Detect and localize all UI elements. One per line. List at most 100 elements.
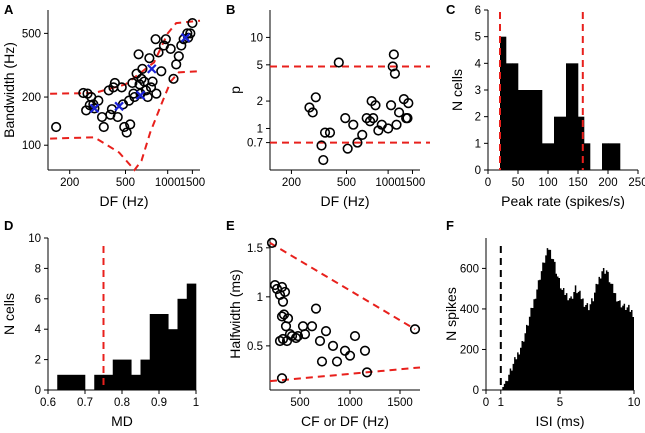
data-point xyxy=(318,154,329,166)
data-point xyxy=(144,53,155,64)
y-tick-label: 5 xyxy=(257,60,263,72)
y-tick-label: 5 xyxy=(475,32,481,44)
panel-e-halfwidth-vs-cf: 500 1000 1500 0.5 1 1.5 CF or DF (Hz) Halfwidth… xyxy=(227,237,421,429)
histogram-bar xyxy=(608,143,621,170)
histogram-bar xyxy=(103,374,114,390)
data-point xyxy=(290,332,302,344)
histogram-bar xyxy=(518,90,531,170)
x-tick-label: 0 xyxy=(485,177,491,189)
y-tick-label: 6 xyxy=(35,294,41,306)
y-tick-label: 200 xyxy=(22,92,41,104)
data-point xyxy=(385,100,397,111)
upper-boundary-line xyxy=(50,19,201,95)
data-point xyxy=(316,356,328,367)
data-point xyxy=(383,123,394,134)
panel-label-b: B xyxy=(226,2,235,17)
lower-boundary-line xyxy=(50,70,201,172)
cross-stroke xyxy=(89,103,100,114)
data-point xyxy=(333,57,344,68)
data-point xyxy=(389,68,401,79)
data-point xyxy=(112,111,123,123)
y-tick-label: 0.5 xyxy=(247,341,263,353)
data-point xyxy=(276,311,288,322)
histogram-bar xyxy=(584,143,591,170)
data-point xyxy=(370,100,381,111)
data-point xyxy=(173,51,184,62)
y-tick-label: 2 xyxy=(257,96,263,108)
panel-label-f: F xyxy=(446,218,454,233)
data-point xyxy=(342,143,353,154)
data-point xyxy=(187,17,198,29)
y-tick-label: 1.5 xyxy=(247,243,263,255)
data-point xyxy=(89,103,100,114)
y-axis-label: Bandwidth (Hz) xyxy=(1,42,17,138)
x-axis-label: Peak rate (spikes/s) xyxy=(501,193,625,209)
x-tick-label: 100 xyxy=(538,177,557,189)
data-point xyxy=(279,286,291,298)
x-axis-label: ISI (ms) xyxy=(536,413,585,429)
histogram-bar xyxy=(94,374,104,390)
data-point xyxy=(137,63,148,74)
data-point xyxy=(324,127,336,138)
data-point xyxy=(403,97,414,109)
x-tick-label: 1 xyxy=(498,397,504,409)
x-tick-label: 500 xyxy=(337,177,356,189)
panel-label-a: A xyxy=(4,2,14,17)
histogram-bar xyxy=(602,143,609,170)
x-axis-label: DF (Hz) xyxy=(321,193,370,209)
data-point xyxy=(307,107,318,118)
histogram-bar xyxy=(140,359,151,390)
data-point xyxy=(116,82,127,93)
panel-label-d: D xyxy=(4,218,13,233)
histogram-bar xyxy=(578,116,585,170)
data-point xyxy=(147,76,158,87)
data-point xyxy=(320,326,332,337)
panel-a-bandwidth-vs-df: 200 500 1000 1500 100 200 500 DF (Hz) Bandwidth … xyxy=(1,10,205,209)
cross-marker xyxy=(147,64,157,74)
data-point xyxy=(276,373,288,384)
data-point xyxy=(310,303,322,314)
data-point xyxy=(168,73,179,84)
y-axis-label: N cells xyxy=(449,69,465,111)
cross-stroke xyxy=(180,32,191,43)
data-point xyxy=(368,113,379,124)
histogram-bar xyxy=(131,374,141,390)
cross-stroke xyxy=(135,90,146,101)
x-tick-label: 1 xyxy=(193,397,199,409)
y-tick-label: 100 xyxy=(22,140,41,152)
y-tick-label: 4 xyxy=(35,324,42,336)
x-tick-label: 1500 xyxy=(400,177,426,189)
data-point xyxy=(314,335,326,347)
data-point xyxy=(125,119,136,130)
data-point xyxy=(364,116,376,127)
y-tick-label: 10 xyxy=(28,233,41,245)
data-point xyxy=(306,321,318,332)
histogram-bar xyxy=(506,63,513,171)
cross-marker xyxy=(89,103,100,114)
data-point xyxy=(409,324,421,335)
data-point xyxy=(359,345,371,356)
data-point xyxy=(319,127,331,138)
y-tick-label: 200 xyxy=(460,344,479,356)
data-point xyxy=(150,34,161,45)
histogram-bar xyxy=(500,36,507,170)
y-axis-label: Halfwidth (ms) xyxy=(227,269,243,358)
y-tick-label: 8 xyxy=(35,263,41,275)
y-tick-label: 0 xyxy=(473,385,479,397)
x-tick-label: 200 xyxy=(598,177,617,189)
y-tick-label: 10 xyxy=(250,32,263,44)
x-tick-label: 500 xyxy=(290,397,309,409)
y-tick-label: 500 xyxy=(22,28,41,40)
data-point xyxy=(165,43,176,54)
data-point xyxy=(339,345,351,356)
y-tick-label: 6 xyxy=(475,5,481,17)
data-point xyxy=(277,296,289,307)
data-point xyxy=(136,73,147,84)
data-point xyxy=(182,28,193,39)
x-axis-label: MD xyxy=(111,413,133,429)
data-point xyxy=(348,119,359,130)
cross-marker xyxy=(180,32,191,43)
